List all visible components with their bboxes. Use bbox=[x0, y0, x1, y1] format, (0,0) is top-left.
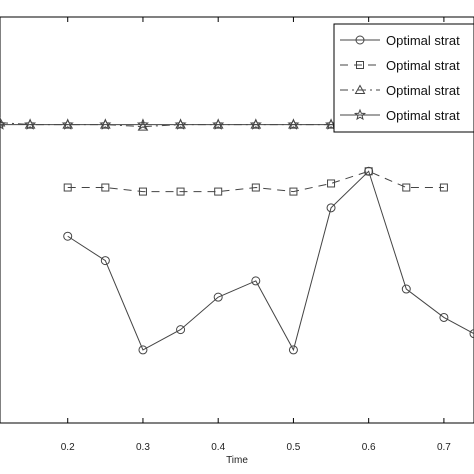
series-2-point bbox=[138, 187, 147, 196]
series-2-point bbox=[63, 183, 72, 192]
x-axis-label: Time bbox=[226, 455, 248, 466]
legend-item: Optimal strat bbox=[340, 58, 460, 73]
series-2-point bbox=[364, 167, 373, 176]
series-2 bbox=[63, 167, 448, 196]
series-3-point bbox=[0, 117, 6, 127]
series-2-point bbox=[402, 183, 411, 192]
x-tick-label: 0.6 bbox=[362, 442, 376, 453]
series-4-point bbox=[212, 118, 225, 130]
series-2-point bbox=[327, 179, 336, 188]
legend-swatch-marker bbox=[353, 108, 367, 121]
legend-label: Optimal strat bbox=[386, 33, 460, 48]
series-2-point bbox=[101, 183, 110, 192]
series-4-point bbox=[174, 118, 187, 130]
series-1-point bbox=[439, 312, 449, 322]
series-1-point bbox=[401, 284, 411, 294]
legend-label: Optimal strat bbox=[386, 83, 460, 98]
series-2-point bbox=[176, 187, 185, 196]
legend: Optimal strat Optimal strat Optimal strat O… bbox=[333, 23, 474, 133]
series-4-point bbox=[249, 118, 262, 130]
x-tick-label: 0.3 bbox=[136, 442, 150, 453]
legend-item: Optimal strat bbox=[340, 108, 460, 123]
legend-box bbox=[333, 23, 474, 133]
series-1 bbox=[63, 166, 474, 355]
legend-label: Optimal strat bbox=[386, 108, 460, 123]
series-1-line bbox=[67, 170, 474, 352]
series-1-point bbox=[176, 325, 186, 335]
series-4-point bbox=[99, 118, 112, 130]
series-1-point bbox=[138, 345, 148, 355]
series-2-point bbox=[289, 187, 298, 196]
x-tick-label: 0.5 bbox=[286, 442, 300, 453]
series-4-point bbox=[24, 118, 37, 130]
series-2-point bbox=[214, 187, 223, 196]
series-2-point bbox=[439, 183, 448, 192]
series-4-point bbox=[61, 118, 74, 130]
series-1-point bbox=[469, 329, 474, 339]
series-4-point bbox=[287, 118, 300, 130]
legend-label: Optimal strat bbox=[386, 58, 460, 73]
tick-layer: 0.2 0.3 0.4 0.5 0.6 0.7 bbox=[61, 17, 451, 453]
series-1-point bbox=[326, 203, 336, 213]
series-1-point bbox=[100, 256, 110, 266]
series-4-point bbox=[0, 118, 7, 130]
series-1-point bbox=[213, 292, 223, 302]
legend-swatch-marker bbox=[355, 35, 365, 45]
x-tick-label: 0.4 bbox=[211, 442, 225, 453]
legend-swatch-marker bbox=[354, 84, 366, 94]
series-2-point bbox=[251, 183, 260, 192]
x-tick-label: 0.2 bbox=[61, 442, 75, 453]
series-1-point bbox=[63, 231, 73, 241]
series-2-line bbox=[67, 170, 444, 193]
legend-item: Optimal strat bbox=[340, 33, 460, 48]
x-tick-label: 0.7 bbox=[437, 442, 451, 453]
series-1-point bbox=[288, 345, 298, 355]
series-4-point bbox=[136, 118, 149, 130]
legend-swatch-marker bbox=[356, 61, 364, 69]
series-1-point bbox=[251, 276, 261, 286]
legend-item: Optimal strat bbox=[340, 83, 460, 98]
